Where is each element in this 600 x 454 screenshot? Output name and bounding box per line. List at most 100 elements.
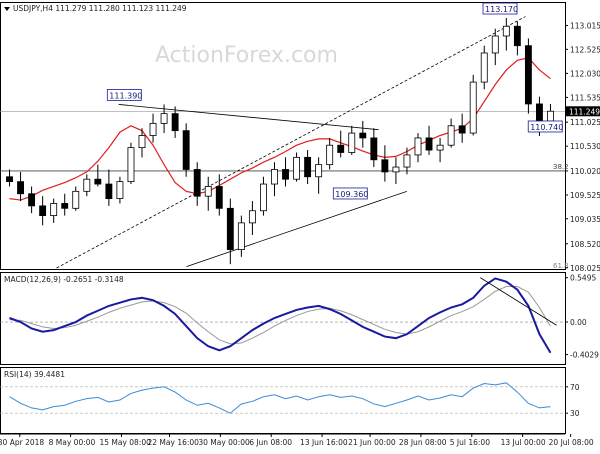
candle-body (248, 210, 256, 224)
x-tick-label: 28 Jun 08:00 (399, 438, 447, 447)
price-y-tick-label: 110.530 (570, 142, 600, 151)
x-tick-label: 30 May 00:00 (198, 438, 250, 447)
candle (293, 152, 300, 182)
x-tick-label: 6 Jun 08:00 (249, 438, 292, 447)
current-price-label: 111.249 (569, 107, 600, 116)
current-price-badge (566, 106, 600, 117)
candle-body (72, 190, 80, 209)
candle-body (315, 164, 323, 178)
candle (381, 145, 389, 182)
candle-body (392, 166, 400, 173)
candle-body (6, 176, 13, 183)
price-annotation-box (527, 120, 563, 133)
candle (502, 18, 510, 51)
candle (83, 174, 91, 197)
price-y-tick-label: 109.035 (570, 215, 600, 224)
price-annotation-label: 110.740 (530, 123, 563, 132)
trendline-dashed-2 (56, 16, 526, 269)
candle-body (425, 137, 433, 151)
candle (204, 176, 212, 211)
rsi-y-tick-label: 30 (570, 409, 580, 418)
candle (105, 169, 113, 206)
candle-body (326, 144, 334, 166)
x-tick-label: 22 May 16:00 (148, 438, 200, 447)
candle-body (39, 205, 47, 217)
rsi-line (9, 382, 551, 414)
trendline-solid-0 (118, 104, 379, 131)
candle (425, 125, 433, 155)
candle (403, 147, 411, 175)
candle-body (370, 137, 378, 161)
candle (193, 162, 201, 206)
price-y-tick-label: 111.025 (570, 118, 600, 127)
candle (127, 142, 135, 185)
candle-body (17, 181, 24, 195)
candle-body (491, 35, 499, 54)
candle-body (50, 203, 58, 217)
price-y-tick-label: 112.525 (570, 45, 600, 54)
candle (226, 198, 234, 265)
price-panel-frame (0, 2, 566, 270)
candle-body (105, 183, 113, 200)
candle (171, 106, 179, 138)
candle (348, 125, 356, 155)
candle (138, 128, 146, 158)
macd-line (9, 277, 552, 354)
candle-body (160, 113, 168, 124)
candle (72, 186, 80, 211)
candle-body (480, 52, 488, 83)
candle-body (414, 137, 422, 156)
macd-signal-line (9, 286, 551, 345)
macd-panel-frame (0, 272, 566, 365)
candle-body (513, 25, 521, 47)
price-y-tick-label: 111.535 (570, 93, 600, 102)
candle-body (127, 147, 135, 183)
candle (524, 38, 532, 114)
candle (94, 164, 102, 187)
candle (237, 215, 245, 257)
candle-body (237, 222, 245, 250)
candle (149, 113, 157, 143)
candle-body (547, 110, 554, 122)
candle (282, 157, 289, 187)
rsi-y-tick-label: 70 (570, 383, 580, 392)
candle (50, 198, 58, 223)
candle-body (61, 203, 69, 209)
candle (6, 169, 13, 187)
x-tick-label: 20 Jul 08:00 (549, 438, 594, 447)
rsi-header: RSI(14) 39.4481 (4, 370, 65, 379)
candle (260, 176, 267, 216)
rsi-panel-frame (0, 367, 566, 434)
candle (458, 113, 466, 143)
candle-body (193, 169, 201, 197)
candle-body (149, 122, 157, 136)
candle-body (469, 81, 477, 134)
candle-body (447, 125, 455, 146)
candle-body (348, 132, 356, 153)
x-tick-label: 30 Apr 2018 (0, 438, 44, 447)
candle-body (458, 125, 466, 134)
dropdown-arrow-icon (4, 7, 10, 11)
macd-y-tick-label: 0.00 (570, 318, 587, 327)
candle (315, 157, 323, 194)
candle (436, 137, 444, 163)
candle-body (436, 144, 444, 151)
price-y-tick-label: 110.020 (570, 167, 600, 176)
price-annotation-box (332, 187, 368, 200)
candle (359, 120, 367, 148)
candle-body (536, 103, 543, 122)
candle (392, 157, 400, 185)
macd-y-tick-label: -0.4029 (570, 351, 599, 360)
candle-body (94, 178, 102, 185)
candle-body (138, 135, 146, 149)
candle-body (226, 207, 234, 250)
price-annotation-label: 111.390 (109, 91, 142, 100)
candle (248, 201, 256, 236)
candle-body (215, 186, 223, 209)
candle-body (524, 45, 532, 105)
candle (370, 128, 378, 168)
price-annotation-box (482, 2, 518, 15)
candle-body (282, 169, 289, 180)
trendline-solid-1 (186, 190, 407, 267)
